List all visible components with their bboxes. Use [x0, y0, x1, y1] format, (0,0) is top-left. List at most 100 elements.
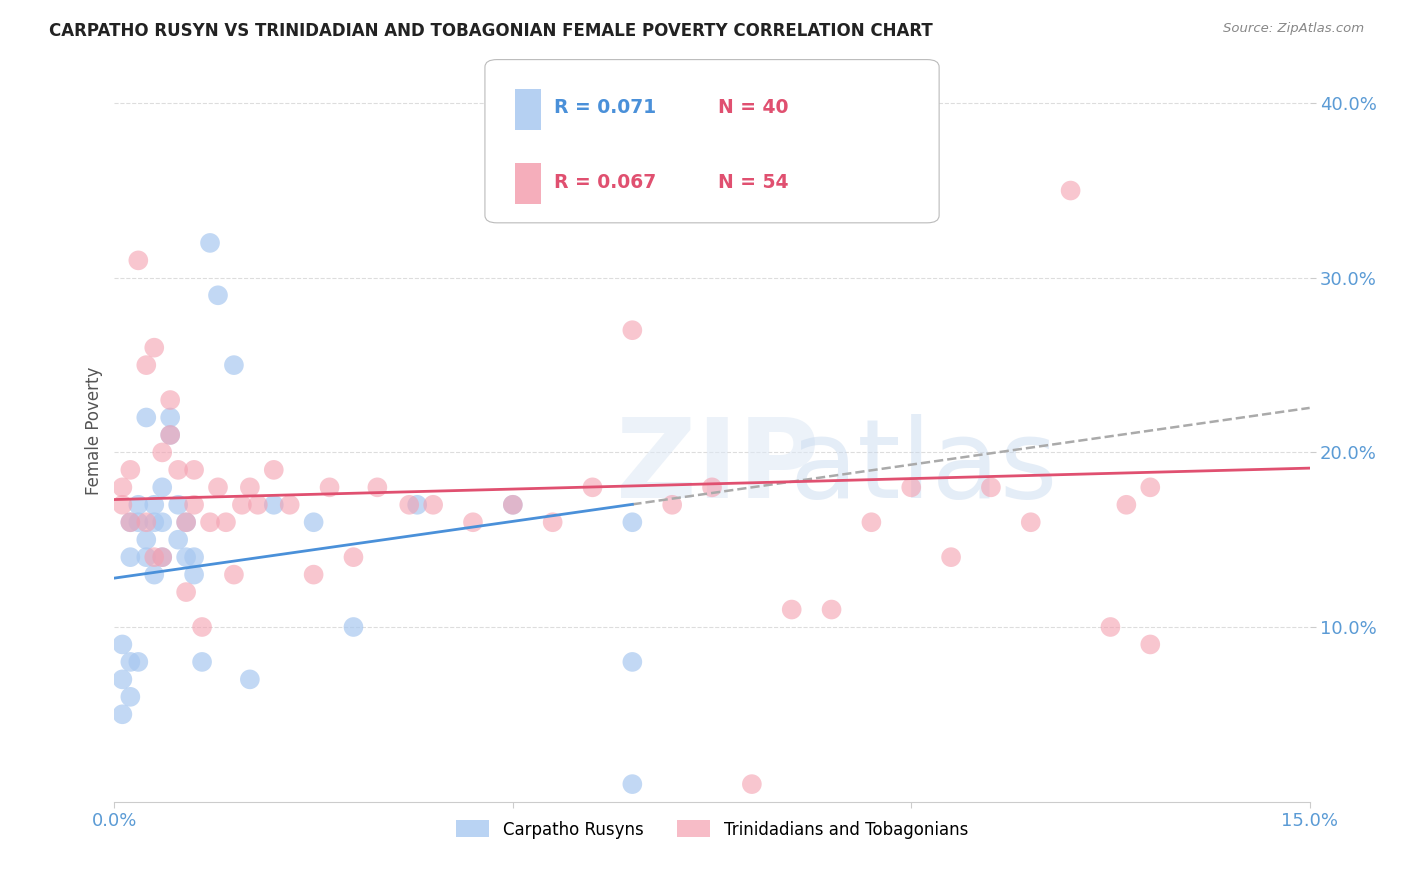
Point: [342, 620, 364, 634]
Point: [1019, 515, 1042, 529]
Point: [239, 673, 262, 687]
Point: [174, 550, 197, 565]
Text: Source: ZipAtlas.com: Source: ZipAtlas.com: [1223, 22, 1364, 36]
Point: [502, 498, 524, 512]
Point: [135, 515, 157, 529]
Point: [1059, 184, 1081, 198]
Y-axis label: Female Poverty: Female Poverty: [86, 367, 103, 495]
Point: [461, 515, 484, 529]
Point: [1099, 620, 1122, 634]
Point: [661, 498, 683, 512]
Point: [621, 777, 644, 791]
Point: [135, 358, 157, 372]
Point: [143, 498, 166, 512]
Point: [150, 550, 173, 565]
Point: [366, 480, 388, 494]
Point: [135, 533, 157, 547]
Point: [302, 515, 325, 529]
Point: [1139, 480, 1161, 494]
Point: [111, 498, 134, 512]
Point: [159, 428, 181, 442]
Point: [143, 567, 166, 582]
Point: [111, 637, 134, 651]
FancyBboxPatch shape: [515, 89, 541, 130]
Text: N = 54: N = 54: [718, 172, 789, 192]
Point: [198, 515, 221, 529]
Point: [183, 463, 205, 477]
Point: [222, 358, 245, 372]
Point: [143, 341, 166, 355]
Point: [231, 498, 253, 512]
Point: [143, 515, 166, 529]
Point: [318, 480, 340, 494]
Point: [191, 655, 214, 669]
Text: atlas: atlas: [790, 414, 1059, 521]
Point: [398, 498, 420, 512]
Point: [406, 498, 429, 512]
Point: [900, 480, 922, 494]
Point: [621, 655, 644, 669]
Point: [183, 550, 205, 565]
Point: [150, 550, 173, 565]
Point: [1115, 498, 1137, 512]
Point: [159, 410, 181, 425]
Point: [820, 602, 842, 616]
Point: [246, 498, 269, 512]
Point: [111, 480, 134, 494]
Point: [780, 602, 803, 616]
Point: [150, 480, 173, 494]
Point: [174, 585, 197, 599]
FancyBboxPatch shape: [515, 163, 541, 204]
Point: [120, 550, 142, 565]
Text: N = 40: N = 40: [718, 98, 789, 118]
Point: [159, 392, 181, 407]
Point: [120, 655, 142, 669]
Point: [127, 253, 149, 268]
Point: [621, 515, 644, 529]
FancyBboxPatch shape: [485, 60, 939, 223]
Point: [263, 498, 285, 512]
Text: R = 0.071: R = 0.071: [554, 98, 657, 118]
Point: [198, 235, 221, 250]
Point: [120, 515, 142, 529]
Point: [150, 515, 173, 529]
Point: [980, 480, 1002, 494]
Point: [239, 480, 262, 494]
Point: [502, 498, 524, 512]
Point: [143, 550, 166, 565]
Point: [127, 498, 149, 512]
Point: [939, 550, 962, 565]
Point: [278, 498, 301, 512]
Point: [159, 428, 181, 442]
Point: [183, 498, 205, 512]
Point: [120, 515, 142, 529]
Point: [342, 550, 364, 565]
Point: [127, 655, 149, 669]
Point: [135, 550, 157, 565]
Point: [167, 463, 190, 477]
Point: [127, 515, 149, 529]
Point: [741, 777, 763, 791]
Legend: Carpatho Rusyns, Trinidadians and Tobagonians: Carpatho Rusyns, Trinidadians and Tobago…: [450, 814, 974, 846]
Point: [1139, 637, 1161, 651]
Point: [174, 515, 197, 529]
Point: [215, 515, 238, 529]
Point: [621, 323, 644, 337]
Point: [302, 567, 325, 582]
Point: [207, 288, 229, 302]
Point: [222, 567, 245, 582]
Point: [581, 480, 603, 494]
Point: [111, 707, 134, 722]
Point: [120, 690, 142, 704]
Point: [191, 620, 214, 634]
Point: [541, 515, 564, 529]
Point: [263, 463, 285, 477]
Point: [207, 480, 229, 494]
Text: CARPATHO RUSYN VS TRINIDADIAN AND TOBAGONIAN FEMALE POVERTY CORRELATION CHART: CARPATHO RUSYN VS TRINIDADIAN AND TOBAGO…: [49, 22, 934, 40]
Text: R = 0.067: R = 0.067: [554, 172, 657, 192]
Point: [174, 515, 197, 529]
Point: [135, 410, 157, 425]
Point: [111, 673, 134, 687]
Point: [167, 498, 190, 512]
Point: [120, 463, 142, 477]
